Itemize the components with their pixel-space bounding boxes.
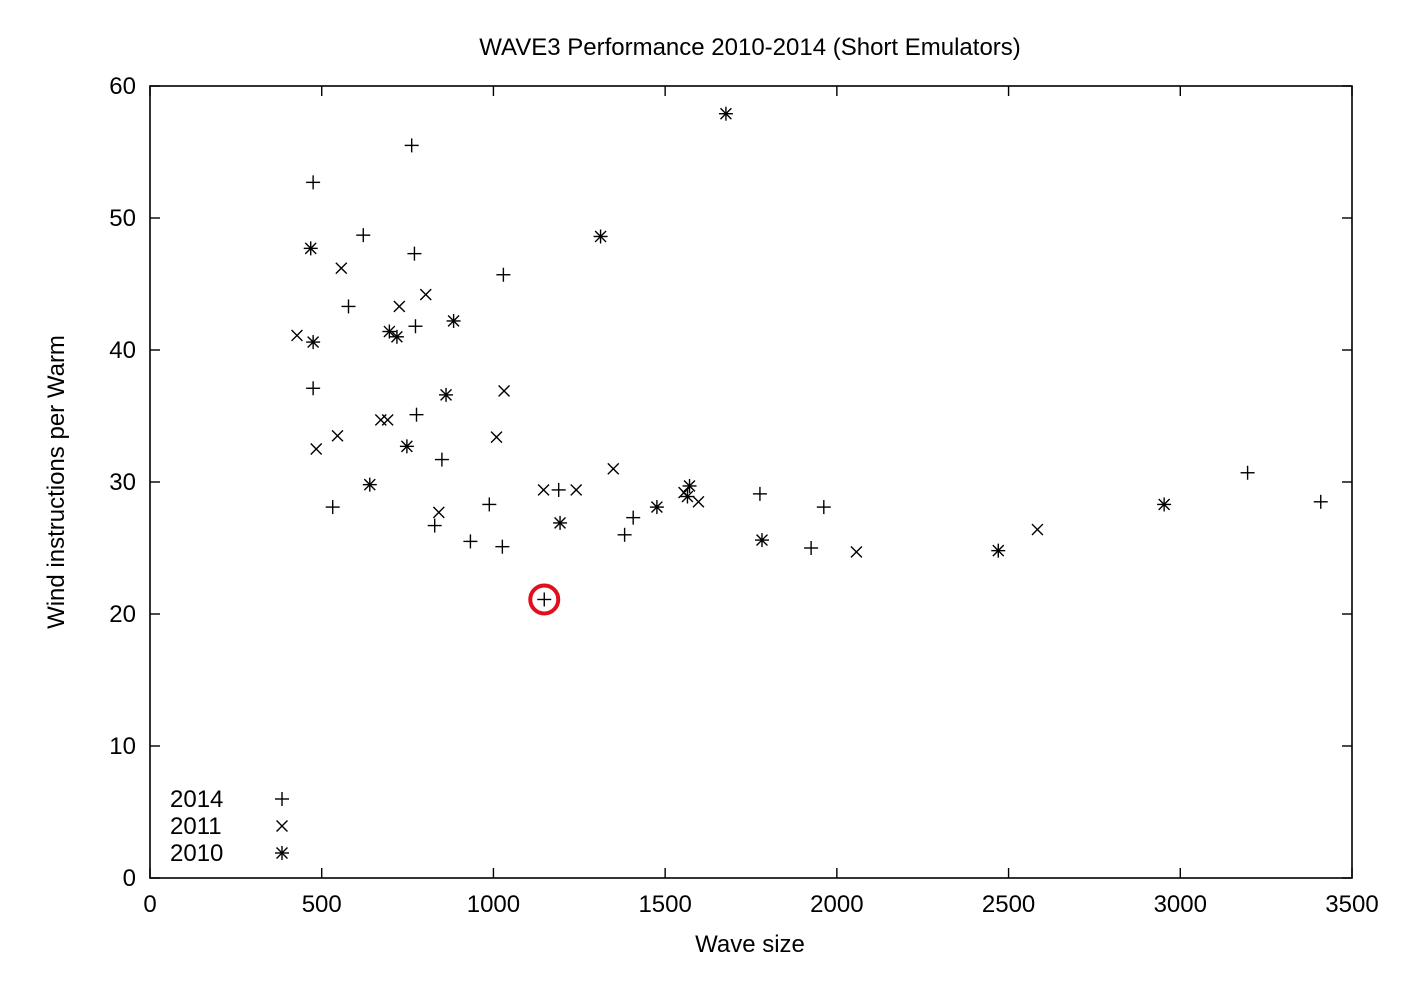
plot-frame <box>149 85 1353 879</box>
legend-label-2014: 2014 <box>170 786 223 813</box>
point-2010 <box>649 500 664 515</box>
point-2014 <box>626 510 641 525</box>
point-2014 <box>434 452 449 467</box>
point-2011 <box>498 384 511 397</box>
point-2011 <box>419 288 432 301</box>
point-2014 <box>356 228 371 243</box>
x-tick-label: 2500 <box>982 891 1035 918</box>
point-2011 <box>537 483 550 496</box>
point-2014 <box>752 486 767 501</box>
point-2014 <box>482 497 497 512</box>
point-2014 <box>617 527 632 542</box>
annotations <box>528 583 561 616</box>
point-2010 <box>1157 497 1172 512</box>
point-2011 <box>607 462 620 475</box>
point-2010 <box>682 478 697 493</box>
point-2014 <box>496 267 511 282</box>
point-2014 <box>306 381 321 396</box>
point-2014 <box>551 482 566 497</box>
point-2011 <box>432 506 445 519</box>
point-2014 <box>341 299 356 314</box>
point-2011 <box>850 546 863 558</box>
point-2014 <box>404 138 419 153</box>
y-axis-label: Wind instructions per Warm <box>43 335 70 629</box>
point-2014 <box>1313 494 1328 509</box>
point-2010 <box>439 387 454 402</box>
point-2010 <box>718 106 733 121</box>
point-2010 <box>306 335 321 350</box>
point-2010 <box>389 329 404 344</box>
chart-title: WAVE3 Performance 2010-2014 (Short Emula… <box>479 34 1021 61</box>
point-2014 <box>407 246 422 261</box>
point-2011 <box>335 262 348 275</box>
point-2014 <box>816 500 831 515</box>
y-tick-label: 0 <box>123 865 136 892</box>
x-tick-label: 1000 <box>467 891 520 918</box>
point-2011 <box>291 329 303 342</box>
x-tick-label: 3500 <box>1325 891 1378 918</box>
x-tick-label: 2000 <box>810 891 863 918</box>
x-tick-label: 500 <box>302 891 342 918</box>
x-tick-label: 1500 <box>638 891 691 918</box>
point-2010 <box>303 241 318 256</box>
point-2011 <box>1031 523 1044 536</box>
point-2011 <box>310 443 323 455</box>
point-2014 <box>537 592 552 607</box>
x-tick-label: 3000 <box>1154 891 1207 918</box>
x-axis-label: Wave size <box>695 931 805 958</box>
x-tick-labels: 0 500 1000 1500 2000 2500 3000 3500 <box>143 891 1378 918</box>
point-2010 <box>754 533 769 548</box>
data-points <box>291 106 1328 607</box>
highlight-circle <box>528 583 561 616</box>
point-2011 <box>331 429 344 442</box>
x-tick-label: 0 <box>143 891 156 918</box>
y-tick-labels: 0 10 20 30 40 50 60 <box>109 73 136 892</box>
point-2014 <box>408 319 423 334</box>
y-tick-label: 10 <box>109 733 136 760</box>
point-2010 <box>362 477 377 492</box>
point-2014 <box>325 500 340 515</box>
y-tick-label: 30 <box>109 469 136 496</box>
point-2014 <box>495 539 510 554</box>
legend-marker-2011 <box>276 820 288 832</box>
point-2010 <box>991 543 1006 558</box>
y-tick-label: 20 <box>109 601 136 628</box>
point-2010 <box>593 229 608 244</box>
point-2011 <box>570 483 583 496</box>
point-2014 <box>1240 465 1255 480</box>
y-tick-label: 50 <box>109 205 136 232</box>
point-2011 <box>393 300 406 313</box>
point-2014 <box>804 541 819 555</box>
point-2014 <box>463 534 478 549</box>
legend-marker-2010 <box>275 846 289 860</box>
y-tick-label: 40 <box>109 337 136 364</box>
point-2010 <box>553 515 568 530</box>
legend-marker-2014 <box>275 792 289 806</box>
point-2011 <box>692 495 705 508</box>
point-2014 <box>409 407 424 422</box>
point-2010 <box>382 324 397 339</box>
y-tick-label: 60 <box>109 73 136 100</box>
point-2010 <box>680 489 695 504</box>
legend-label-2011: 2011 <box>170 813 222 840</box>
point-2010 <box>446 313 461 328</box>
point-2014 <box>306 175 321 190</box>
point-2010 <box>399 439 414 454</box>
point-2014 <box>427 518 442 533</box>
axis-ticks <box>149 85 1353 879</box>
legend-label-2010: 2010 <box>170 840 223 867</box>
point-2011 <box>490 431 503 444</box>
point-2011 <box>381 414 394 426</box>
